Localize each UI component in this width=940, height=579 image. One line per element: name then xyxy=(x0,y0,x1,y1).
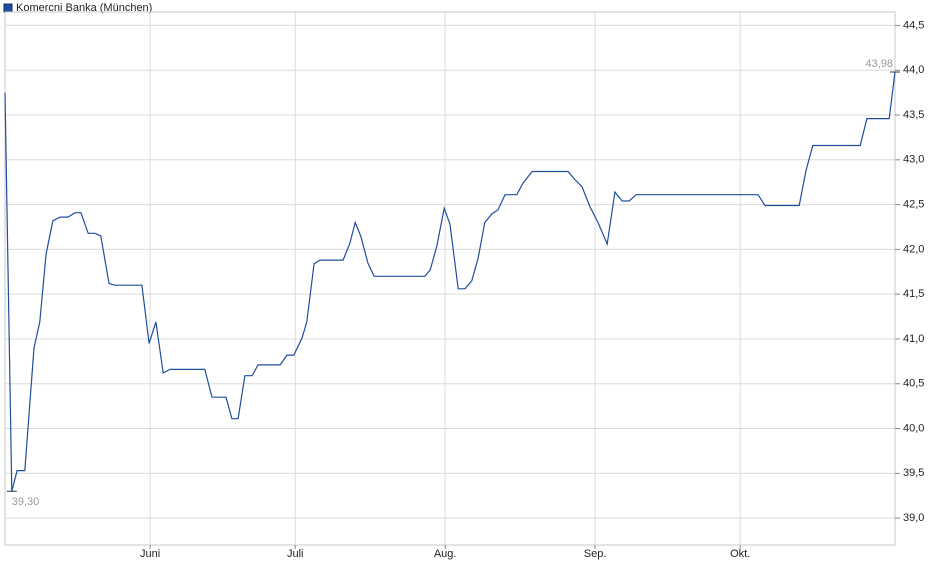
legend-label: Komercni Banka (München) xyxy=(16,2,152,14)
x-tick-label: Sep. xyxy=(584,548,607,560)
x-tick-label: Juli xyxy=(287,548,304,560)
y-tick-label: 39,5 xyxy=(903,467,924,479)
y-tick-label: 44,0 xyxy=(903,64,924,76)
annotation-label: 39,30 xyxy=(12,496,40,508)
price-line xyxy=(4,71,896,492)
y-tick-label: 40,0 xyxy=(903,422,924,434)
y-tick-label: 41,5 xyxy=(903,288,924,300)
legend-swatch xyxy=(3,3,13,13)
x-tick-label: Aug. xyxy=(434,548,457,560)
y-tick-label: 43,5 xyxy=(903,109,924,121)
y-tick-label: 42,0 xyxy=(903,243,924,255)
plot-area xyxy=(4,11,896,546)
annotation-label: 43,98 xyxy=(865,58,893,70)
y-tick-label: 44,5 xyxy=(903,19,924,31)
x-tick-label: Juni xyxy=(140,548,160,560)
y-tick-label: 39,0 xyxy=(903,512,924,524)
y-tick-label: 41,0 xyxy=(903,333,924,345)
y-tick-label: 40,5 xyxy=(903,378,924,390)
y-tick-label: 43,0 xyxy=(903,154,924,166)
x-tick-label: Okt. xyxy=(730,548,750,560)
y-tick-label: 42,5 xyxy=(903,199,924,211)
